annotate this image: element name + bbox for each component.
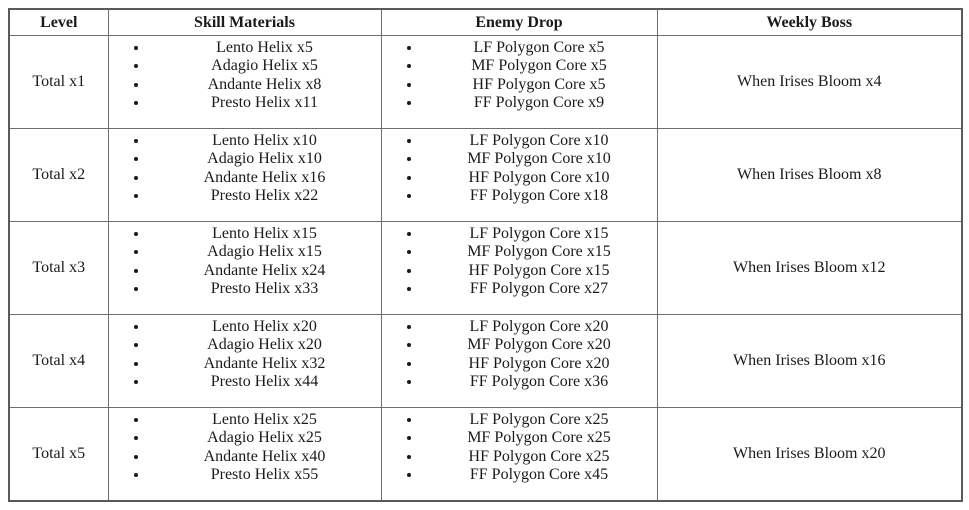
list-item: FF Polygon Core x18	[422, 187, 657, 206]
list-item: LF Polygon Core x25	[422, 411, 657, 430]
skill-materials-list: Lento Helix x10 Adagio Helix x10 Andante…	[109, 132, 381, 206]
enemy-drop-list: LF Polygon Core x25 MF Polygon Core x25 …	[382, 411, 657, 485]
table-header: Level Skill Materials Enemy Drop Weekly …	[8, 8, 963, 36]
list-item: Presto Helix x11	[149, 94, 381, 113]
table-row: Total x2 Lento Helix x10 Adagio Helix x1…	[8, 128, 963, 222]
list-item: HF Polygon Core x10	[422, 169, 657, 188]
enemy-drop-cell: LF Polygon Core x25 MF Polygon Core x25 …	[380, 407, 658, 502]
table-body: Total x1 Lento Helix x5 Adagio Helix x5 …	[8, 35, 963, 502]
enemy-drop-list: LF Polygon Core x10 MF Polygon Core x10 …	[382, 132, 657, 206]
list-item: Andante Helix x40	[149, 448, 381, 467]
list-item: Adagio Helix x20	[149, 336, 381, 355]
list-item: Andante Helix x24	[149, 262, 381, 281]
weekly-boss-cell: When Irises Bloom x8	[656, 128, 963, 222]
list-item: FF Polygon Core x36	[422, 373, 657, 392]
list-item: LF Polygon Core x10	[422, 132, 657, 151]
enemy-drop-cell: LF Polygon Core x5 MF Polygon Core x5 HF…	[380, 35, 658, 129]
list-item: MF Polygon Core x10	[422, 150, 657, 169]
skill-materials-cell: Lento Helix x20 Adagio Helix x20 Andante…	[107, 314, 382, 408]
header-row: Level Skill Materials Enemy Drop Weekly …	[8, 8, 963, 36]
enemy-drop-cell: LF Polygon Core x10 MF Polygon Core x10 …	[380, 128, 658, 222]
skill-materials-cell: Lento Helix x5 Adagio Helix x5 Andante H…	[107, 35, 382, 129]
level-cell: Total x2	[8, 128, 109, 222]
list-item: HF Polygon Core x15	[422, 262, 657, 281]
list-item: Adagio Helix x15	[149, 243, 381, 262]
list-item: MF Polygon Core x20	[422, 336, 657, 355]
list-item: LF Polygon Core x20	[422, 318, 657, 337]
list-item: Presto Helix x44	[149, 373, 381, 392]
level-cell: Total x3	[8, 221, 109, 315]
header-level: Level	[8, 8, 109, 36]
header-weekly-boss: Weekly Boss	[656, 8, 963, 36]
list-item: HF Polygon Core x5	[422, 76, 657, 95]
weekly-boss-cell: When Irises Bloom x4	[656, 35, 963, 129]
weekly-boss-cell: When Irises Bloom x16	[656, 314, 963, 408]
list-item: Presto Helix x55	[149, 466, 381, 485]
skill-materials-cell: Lento Helix x25 Adagio Helix x25 Andante…	[107, 407, 382, 502]
list-item: FF Polygon Core x45	[422, 466, 657, 485]
list-item: FF Polygon Core x9	[422, 94, 657, 113]
list-item: Andante Helix x16	[149, 169, 381, 188]
enemy-drop-list: LF Polygon Core x20 MF Polygon Core x20 …	[382, 318, 657, 392]
list-item: Lento Helix x5	[149, 39, 381, 58]
list-item: MF Polygon Core x5	[422, 57, 657, 76]
list-item: LF Polygon Core x5	[422, 39, 657, 58]
header-enemy-drop: Enemy Drop	[380, 8, 658, 36]
list-item: LF Polygon Core x15	[422, 225, 657, 244]
skill-materials-list: Lento Helix x5 Adagio Helix x5 Andante H…	[109, 39, 381, 113]
list-item: HF Polygon Core x20	[422, 355, 657, 374]
list-item: Presto Helix x22	[149, 187, 381, 206]
enemy-drop-list: LF Polygon Core x15 MF Polygon Core x15 …	[382, 225, 657, 299]
enemy-drop-list: LF Polygon Core x5 MF Polygon Core x5 HF…	[382, 39, 657, 113]
list-item: Adagio Helix x10	[149, 150, 381, 169]
skill-materials-list: Lento Helix x20 Adagio Helix x20 Andante…	[109, 318, 381, 392]
header-skill-materials: Skill Materials	[107, 8, 382, 36]
list-item: Andante Helix x32	[149, 355, 381, 374]
list-item: Adagio Helix x25	[149, 429, 381, 448]
table-row: Total x4 Lento Helix x20 Adagio Helix x2…	[8, 314, 963, 408]
list-item: Andante Helix x8	[149, 76, 381, 95]
table-row: Total x1 Lento Helix x5 Adagio Helix x5 …	[8, 35, 963, 129]
weekly-boss-cell: When Irises Bloom x12	[656, 221, 963, 315]
list-item: HF Polygon Core x25	[422, 448, 657, 467]
weekly-boss-cell: When Irises Bloom x20	[656, 407, 963, 502]
list-item: Adagio Helix x5	[149, 57, 381, 76]
list-item: Lento Helix x15	[149, 225, 381, 244]
table-row: Total x5 Lento Helix x25 Adagio Helix x2…	[8, 407, 963, 502]
list-item: MF Polygon Core x25	[422, 429, 657, 448]
list-item: MF Polygon Core x15	[422, 243, 657, 262]
list-item: FF Polygon Core x27	[422, 280, 657, 299]
list-item: Presto Helix x33	[149, 280, 381, 299]
level-materials-table: Level Skill Materials Enemy Drop Weekly …	[8, 8, 963, 502]
skill-materials-list: Lento Helix x25 Adagio Helix x25 Andante…	[109, 411, 381, 485]
skill-materials-cell: Lento Helix x10 Adagio Helix x10 Andante…	[107, 128, 382, 222]
list-item: Lento Helix x10	[149, 132, 381, 151]
enemy-drop-cell: LF Polygon Core x20 MF Polygon Core x20 …	[380, 314, 658, 408]
level-cell: Total x5	[8, 407, 109, 502]
list-item: Lento Helix x25	[149, 411, 381, 430]
skill-materials-list: Lento Helix x15 Adagio Helix x15 Andante…	[109, 225, 381, 299]
level-cell: Total x1	[8, 35, 109, 129]
skill-materials-cell: Lento Helix x15 Adagio Helix x15 Andante…	[107, 221, 382, 315]
list-item: Lento Helix x20	[149, 318, 381, 337]
table-row: Total x3 Lento Helix x15 Adagio Helix x1…	[8, 221, 963, 315]
level-cell: Total x4	[8, 314, 109, 408]
enemy-drop-cell: LF Polygon Core x15 MF Polygon Core x15 …	[380, 221, 658, 315]
